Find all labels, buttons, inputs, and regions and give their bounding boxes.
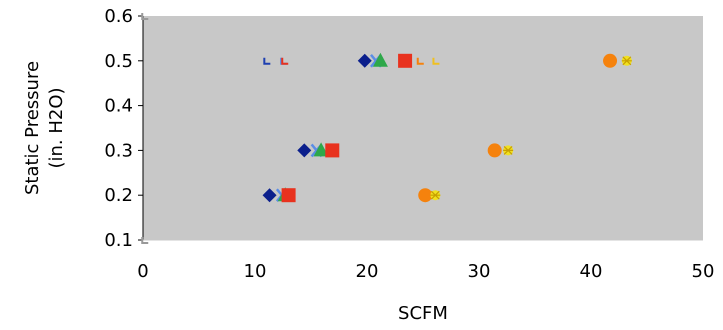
data-point: [325, 143, 340, 158]
data-point: [416, 57, 424, 65]
x-tick-label: 40: [580, 261, 603, 282]
y-tick-label: 0.6: [104, 6, 133, 27]
data-point: [430, 190, 441, 201]
x-tick-label: 10: [244, 261, 267, 282]
y-tick-label: 0.3: [104, 140, 133, 161]
data-point: [313, 142, 329, 157]
data-point: [263, 57, 271, 65]
y-tick-label: 0.4: [104, 96, 133, 117]
data-point: [418, 188, 433, 203]
y-axis-label: Static Pressure (in. H2O): [22, 61, 67, 195]
y-tick-label: 0.5: [104, 51, 133, 72]
data-point: [141, 237, 149, 244]
x-tick-label: 30: [468, 261, 491, 282]
plot-area: [143, 16, 703, 240]
data-point: [297, 143, 312, 158]
data-point: [503, 145, 514, 156]
data-point: [432, 57, 440, 65]
y-axis-ticks: 0.1 0.2 0.3 0.4 0.5 0.6: [104, 6, 143, 251]
data-points: [141, 13, 632, 244]
data-point: [281, 188, 296, 203]
data-point: [281, 57, 289, 65]
y-axis-label-line-1: Static Pressure: [22, 61, 43, 195]
y-tick-label: 0.1: [104, 230, 133, 251]
y-tick-label: 0.2: [104, 185, 133, 206]
x-tick-label: 50: [692, 261, 715, 282]
data-point: [262, 188, 277, 203]
data-point: [398, 53, 413, 68]
x-tick-label: 20: [356, 261, 379, 282]
data-point: [603, 53, 618, 68]
data-point: [372, 52, 388, 67]
data-point: [141, 13, 149, 20]
data-point: [621, 55, 632, 66]
data-point: [357, 53, 372, 68]
x-axis-ticks: 0 10 20 30 40 50: [137, 261, 714, 282]
x-tick-label: 0: [137, 261, 148, 282]
y-axis-label-line-2: (in. H2O): [46, 87, 67, 168]
data-point: [487, 143, 502, 158]
x-axis-label: SCFM: [398, 303, 448, 324]
axes: [142, 16, 703, 241]
